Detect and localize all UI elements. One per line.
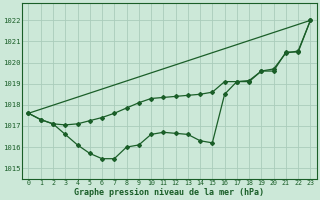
X-axis label: Graphe pression niveau de la mer (hPa): Graphe pression niveau de la mer (hPa)	[75, 188, 264, 197]
